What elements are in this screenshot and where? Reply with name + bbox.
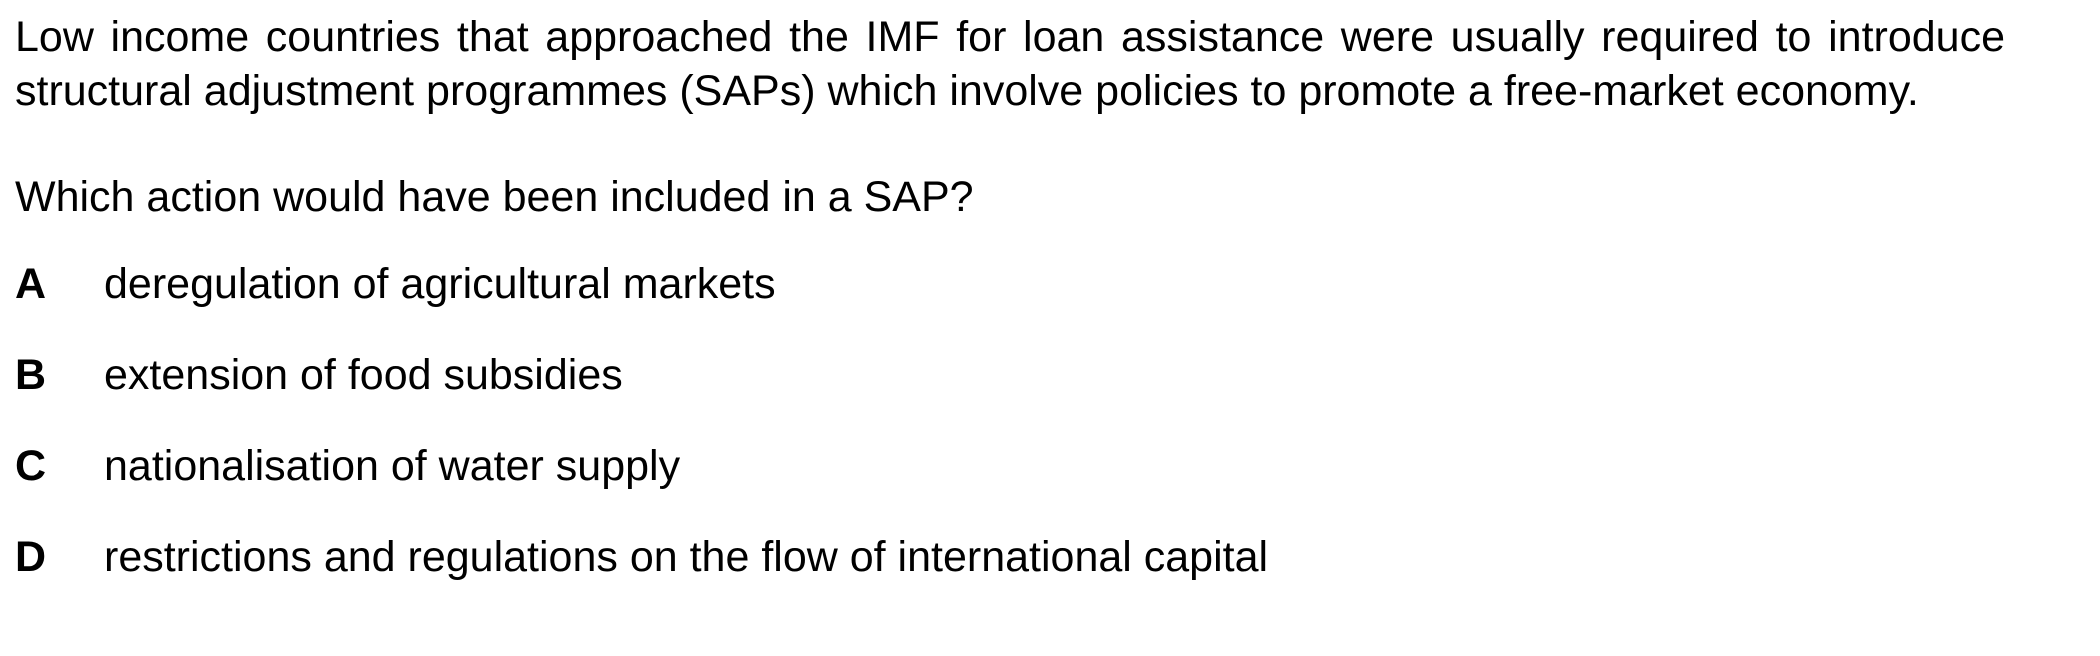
option-text: deregulation of agricultural markets: [104, 260, 776, 308]
option-letter: C: [15, 442, 47, 490]
option-letter: B: [15, 351, 47, 399]
option-text: nationalisation of water supply: [104, 442, 681, 490]
question-stem: Low income countries that approached the…: [15, 13, 2005, 115]
option-text: restrictions and regulations on the flow…: [104, 533, 1269, 581]
option-d[interactable]: D restrictions and regulations on the fl…: [15, 530, 2005, 621]
option-letter: A: [15, 260, 47, 308]
option-text: extension of food subsidies: [104, 351, 623, 399]
question-page: Low income countries that approached the…: [15, 10, 2005, 621]
option-c[interactable]: C nationalisation of water supply: [15, 439, 2005, 530]
option-a[interactable]: A deregulation of agricultural markets: [15, 257, 2005, 348]
option-letter: D: [15, 533, 47, 581]
answer-options: A deregulation of agricultural markets B…: [15, 257, 2005, 621]
question-prompt: Which action would have been included in…: [15, 173, 974, 221]
option-b[interactable]: B extension of food subsidies: [15, 348, 2005, 439]
